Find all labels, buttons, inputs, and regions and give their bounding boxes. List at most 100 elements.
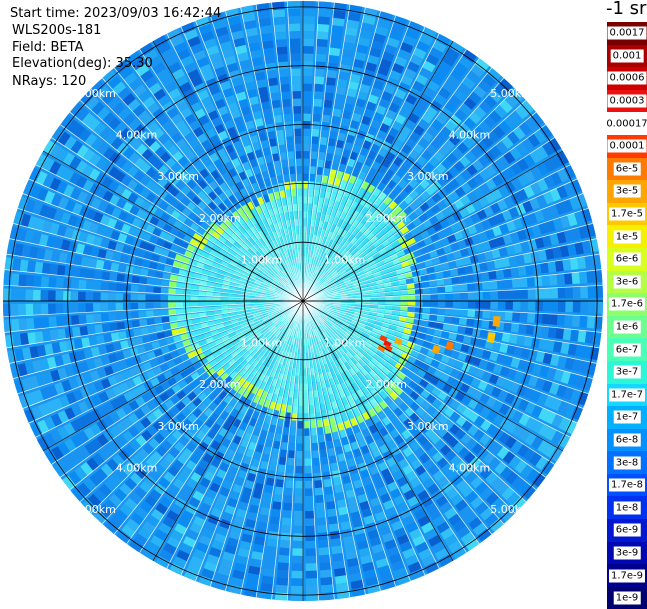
scan-cell bbox=[402, 216, 412, 225]
scan-cell bbox=[404, 361, 414, 370]
scan-cell bbox=[343, 250, 351, 259]
range-ring-label: 2.00km bbox=[199, 212, 241, 225]
scan-cell bbox=[190, 472, 202, 483]
ray-gap bbox=[271, 300, 304, 600]
scan-cell bbox=[198, 296, 206, 301]
scan-cell bbox=[451, 473, 464, 486]
scan-cell bbox=[523, 387, 535, 400]
scan-cell bbox=[290, 53, 301, 62]
scan-cell bbox=[153, 483, 167, 496]
scan-cell bbox=[297, 435, 303, 444]
scan-cell bbox=[238, 501, 249, 512]
scan-cell bbox=[122, 349, 132, 359]
scan-cell bbox=[159, 496, 173, 509]
scan-cell bbox=[14, 348, 25, 362]
scan-cell bbox=[510, 177, 523, 190]
scan-cell bbox=[469, 456, 482, 469]
scan-cell bbox=[487, 67, 502, 82]
scan-cell bbox=[488, 215, 499, 227]
range-ring-label: 5.00km bbox=[74, 503, 116, 516]
scan-cell bbox=[333, 376, 340, 385]
scan-cell bbox=[220, 558, 234, 569]
scan-cell bbox=[370, 87, 382, 98]
scan-cell bbox=[155, 502, 169, 515]
nrays-label: NRays: 120 bbox=[12, 74, 87, 89]
scan-cell bbox=[275, 310, 283, 315]
scan-cell bbox=[327, 279, 335, 285]
scan-cell bbox=[323, 331, 330, 339]
scan-cell bbox=[129, 539, 144, 553]
scan-cell bbox=[26, 318, 35, 330]
scan-cell bbox=[470, 496, 484, 509]
scan-cell bbox=[56, 316, 65, 327]
scan-cell bbox=[443, 277, 452, 285]
scan-cell bbox=[422, 60, 436, 73]
scan-cell bbox=[314, 189, 320, 198]
scan-cell bbox=[501, 507, 516, 522]
scan-cell bbox=[557, 433, 571, 449]
scan-cell bbox=[405, 317, 415, 324]
scan-cell bbox=[306, 233, 310, 242]
scan-cell bbox=[545, 339, 555, 352]
scan-cell bbox=[222, 363, 231, 372]
scan-cell bbox=[351, 210, 360, 219]
scan-cell bbox=[322, 311, 330, 316]
scan-cell bbox=[313, 266, 318, 274]
scan-cell bbox=[170, 529, 184, 542]
scan-cell bbox=[331, 334, 339, 342]
scan-cell bbox=[158, 339, 168, 348]
scan-cell bbox=[474, 415, 486, 427]
scan-cell bbox=[346, 19, 360, 29]
scan-cell bbox=[314, 286, 322, 293]
scan-cell bbox=[175, 401, 186, 412]
scan-cell bbox=[398, 316, 407, 322]
ray-gap bbox=[60, 300, 304, 478]
scan-cell bbox=[172, 260, 182, 268]
scan-cell bbox=[65, 454, 79, 469]
scan-cell bbox=[482, 281, 491, 290]
scan-cell bbox=[499, 403, 511, 416]
scan-cell bbox=[414, 312, 423, 319]
scan-cell bbox=[174, 523, 188, 535]
scan-cell bbox=[100, 463, 114, 477]
scan-cell bbox=[309, 173, 315, 182]
scan-cell bbox=[305, 503, 314, 511]
scan-cell bbox=[281, 517, 292, 526]
scan-cell bbox=[327, 62, 339, 71]
scan-cell bbox=[359, 276, 367, 282]
scan-cell bbox=[222, 511, 234, 523]
scan-cell bbox=[403, 246, 413, 255]
scan-cell bbox=[305, 495, 314, 504]
scan-cell bbox=[64, 265, 73, 277]
scan-cell bbox=[490, 202, 501, 214]
scan-cell bbox=[459, 155, 471, 168]
scan-cell bbox=[3, 304, 11, 317]
scan-cell bbox=[124, 477, 138, 491]
scan-cell bbox=[387, 481, 399, 492]
scan-cell bbox=[406, 470, 418, 482]
scan-cell bbox=[319, 243, 324, 252]
scan-cell bbox=[369, 424, 378, 434]
scan-cell bbox=[505, 244, 516, 256]
scan-cell bbox=[325, 433, 333, 442]
scan-cell bbox=[363, 267, 372, 273]
scan-cell bbox=[50, 429, 63, 444]
scan-cell bbox=[312, 450, 320, 459]
scan-cell bbox=[56, 180, 68, 195]
scan-cell bbox=[477, 447, 490, 460]
scan-cell bbox=[396, 476, 408, 488]
scan-cell bbox=[353, 239, 361, 248]
scan-cell bbox=[17, 196, 29, 211]
scan-cell bbox=[379, 358, 388, 367]
scan-cell bbox=[71, 404, 83, 417]
ray-gap bbox=[51, 300, 304, 465]
scan-cell bbox=[311, 329, 315, 338]
scan-cell bbox=[203, 397, 213, 407]
scan-cell bbox=[31, 405, 43, 420]
scan-cell bbox=[421, 521, 435, 534]
scan-cell bbox=[86, 269, 96, 279]
scan-cell bbox=[523, 169, 536, 183]
scan-cell bbox=[148, 261, 158, 270]
scan-cell bbox=[461, 76, 476, 90]
scan-cell bbox=[318, 278, 324, 285]
